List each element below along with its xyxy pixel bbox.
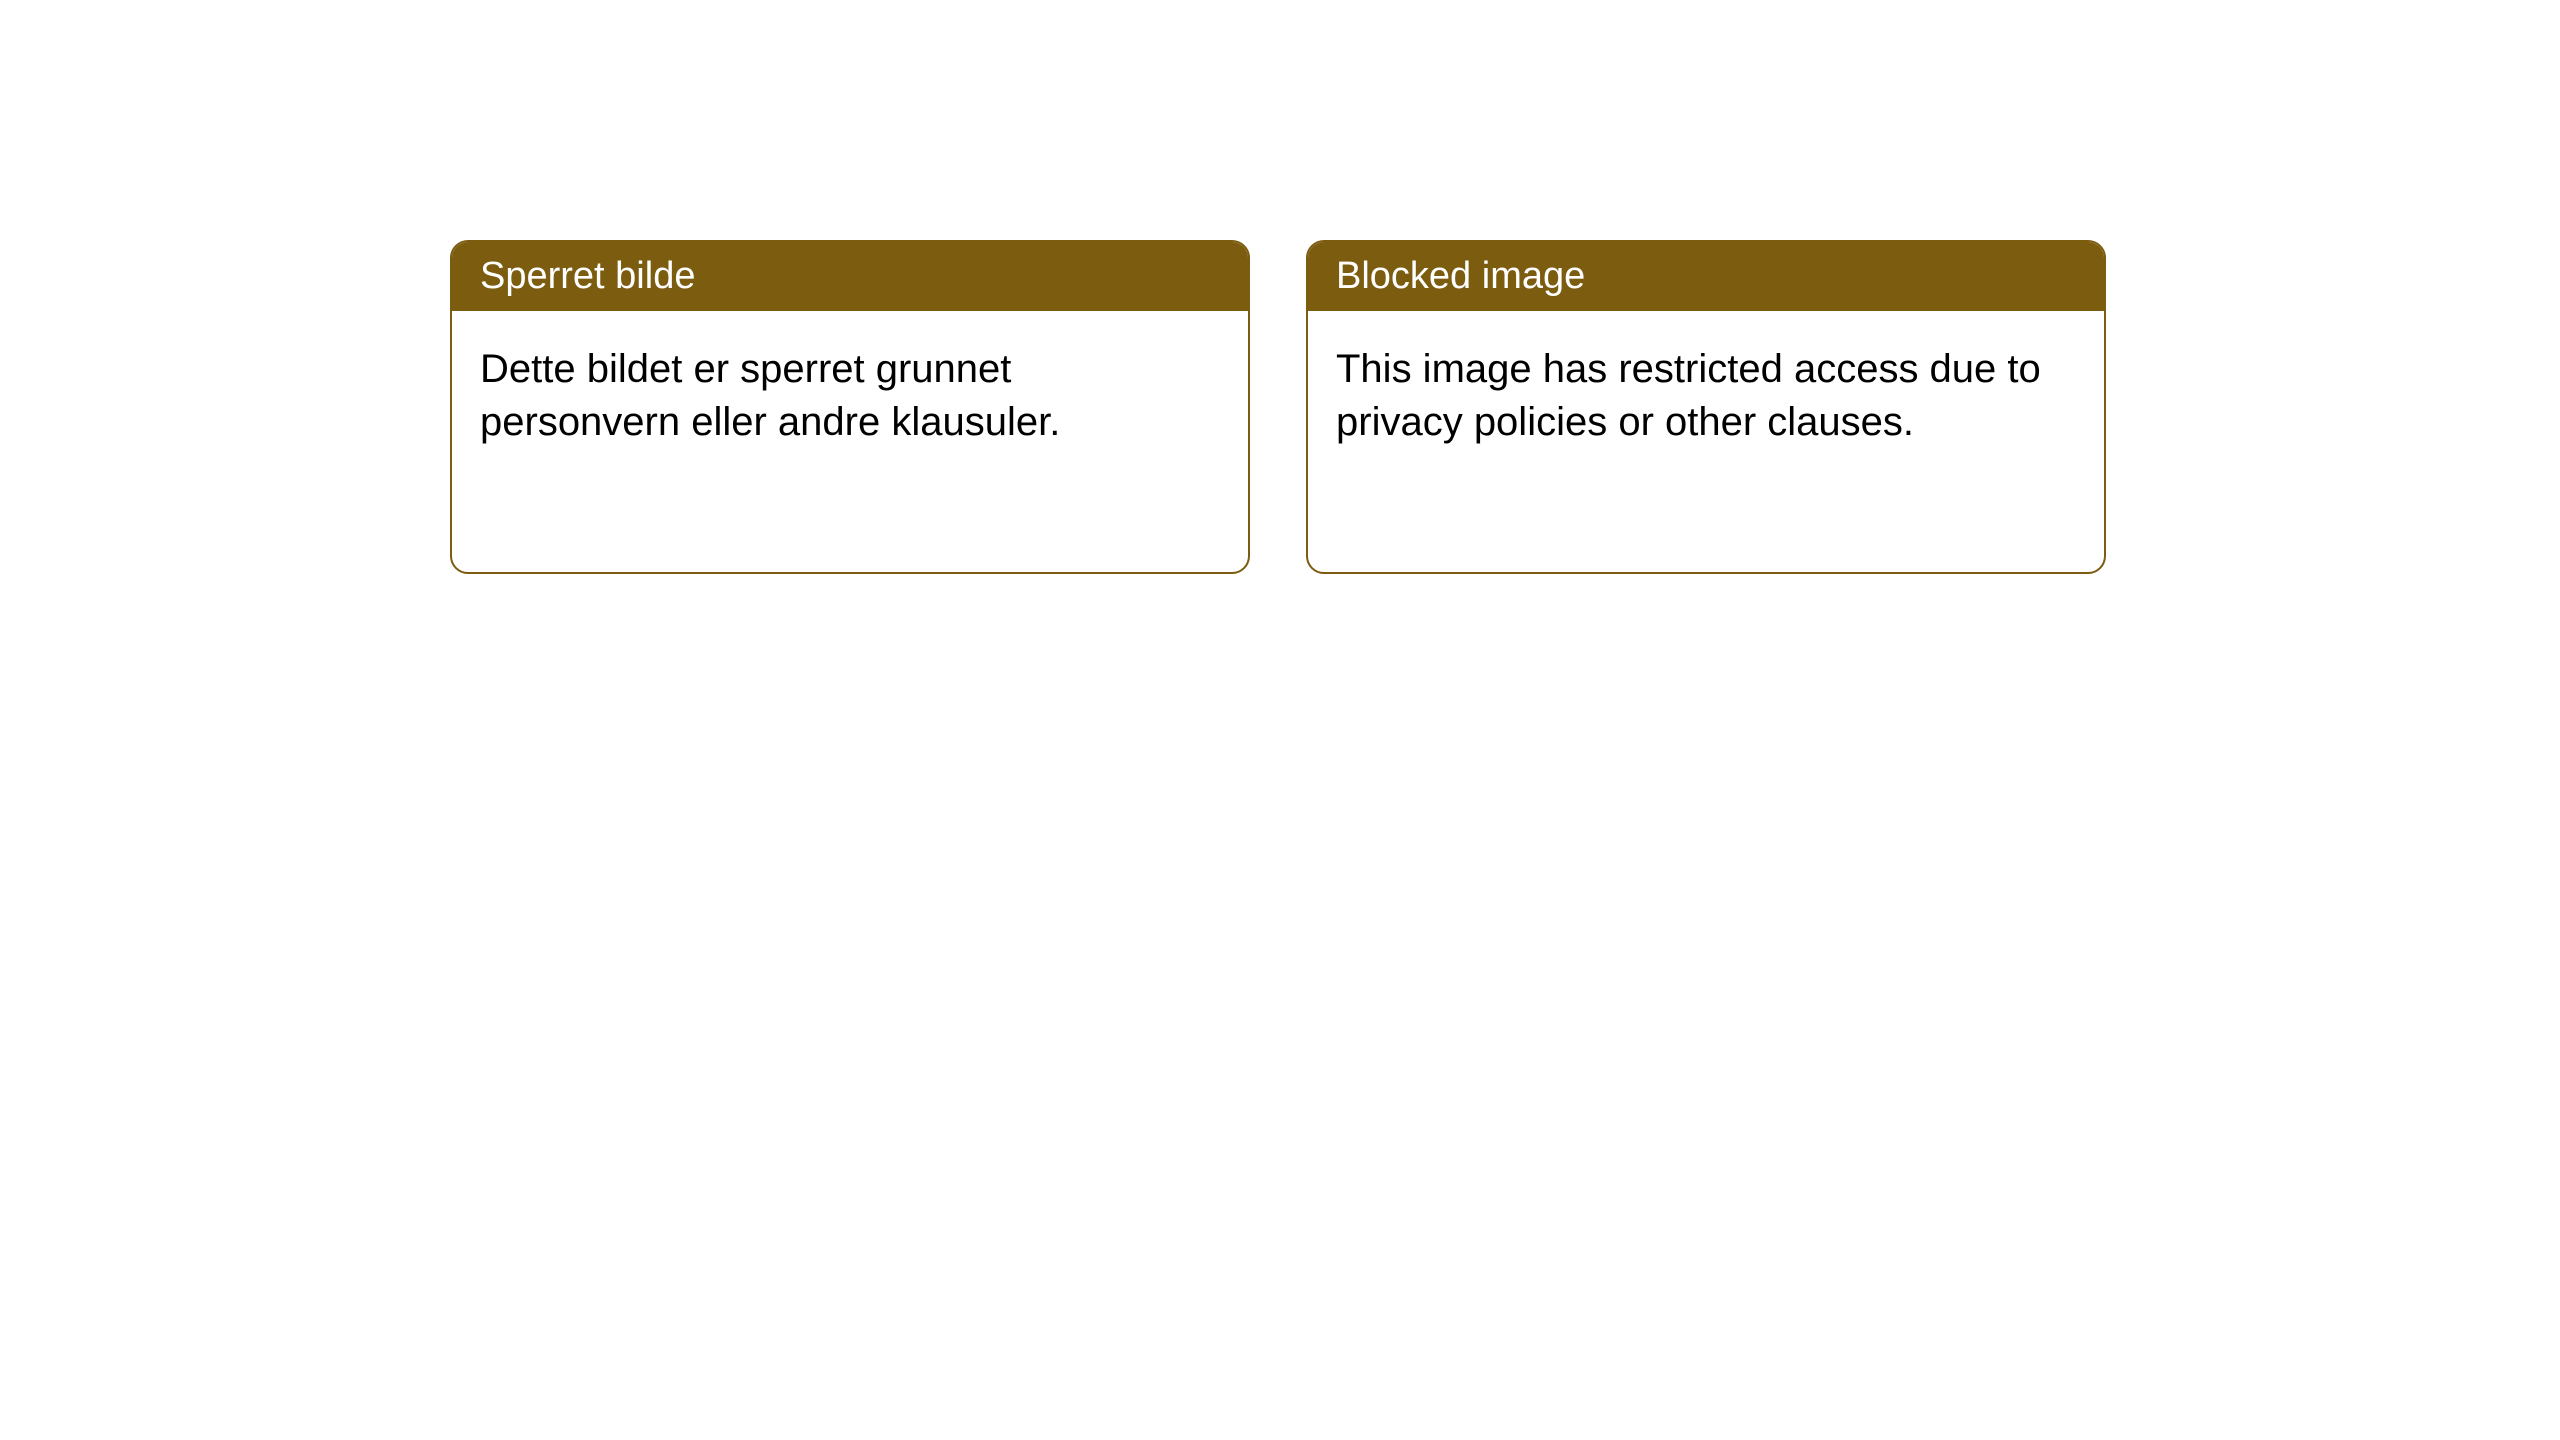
notice-body: This image has restricted access due to … [1308, 311, 2104, 481]
notice-header: Sperret bilde [452, 242, 1248, 311]
notice-header: Blocked image [1308, 242, 2104, 311]
notice-body-text: This image has restricted access due to … [1336, 347, 2041, 444]
notice-title: Sperret bilde [480, 255, 695, 297]
notice-container: Sperret bilde Dette bildet er sperret gr… [0, 0, 2560, 574]
notice-card-norwegian: Sperret bilde Dette bildet er sperret gr… [450, 240, 1250, 574]
notice-body: Dette bildet er sperret grunnet personve… [452, 311, 1248, 481]
notice-title: Blocked image [1336, 255, 1585, 297]
notice-body-text: Dette bildet er sperret grunnet personve… [480, 347, 1060, 444]
notice-card-english: Blocked image This image has restricted … [1306, 240, 2106, 574]
